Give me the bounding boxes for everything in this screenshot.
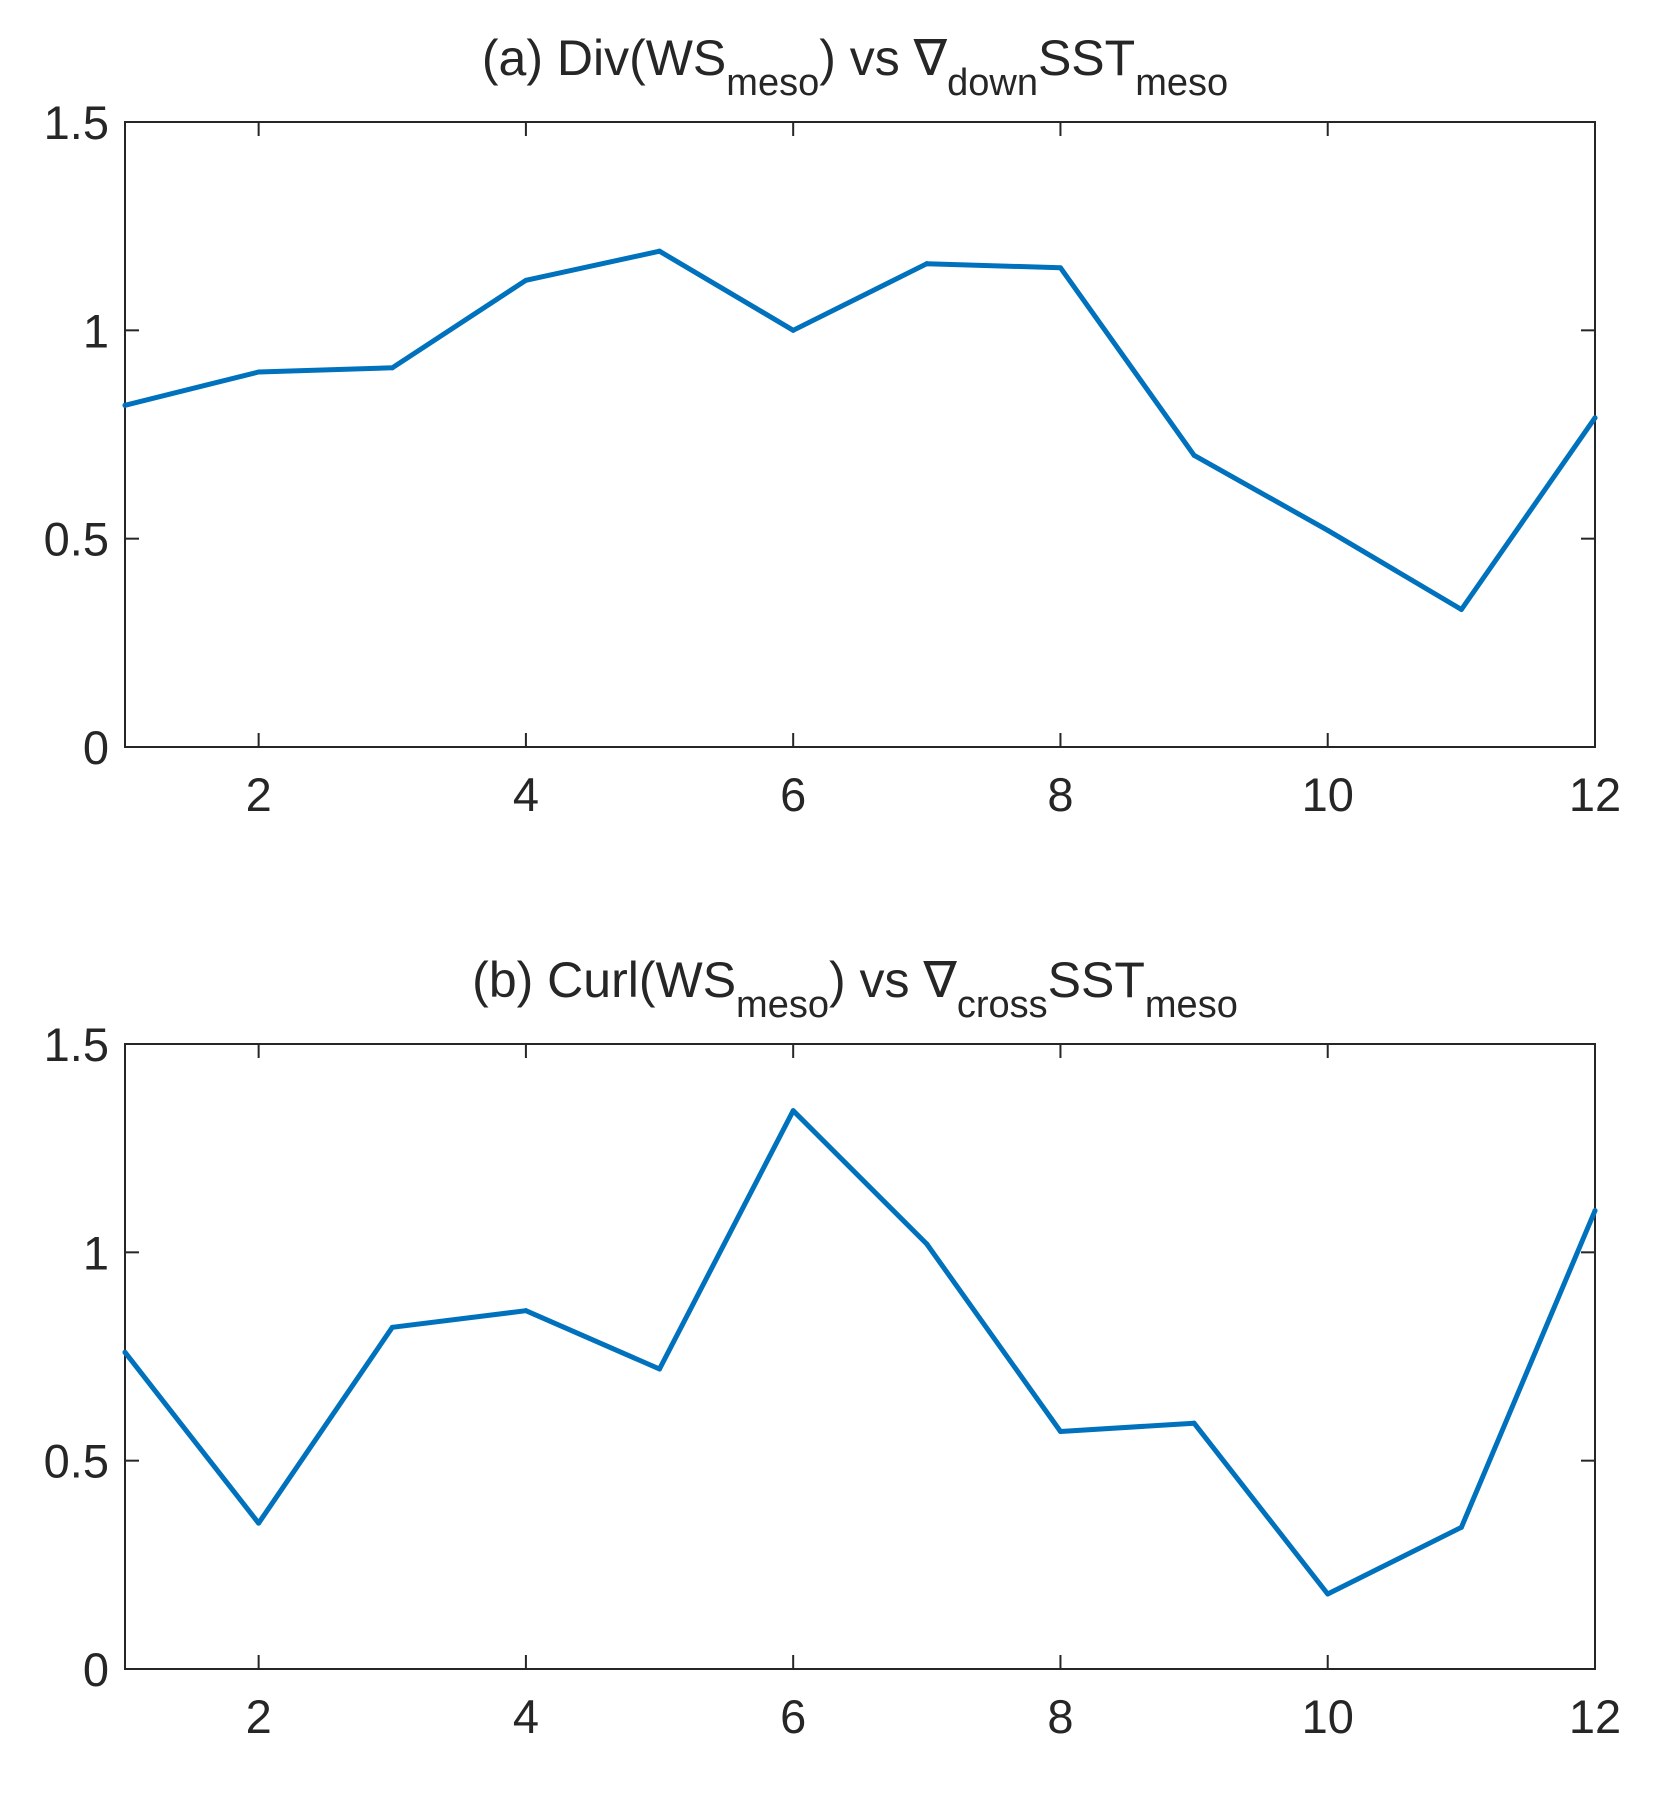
data-point xyxy=(790,1108,796,1114)
data-point xyxy=(523,1308,529,1314)
data-point xyxy=(1458,1524,1464,1530)
data-point xyxy=(523,277,529,283)
data-point xyxy=(256,369,262,375)
data-point xyxy=(1191,1420,1197,1426)
x-tick-label: 8 xyxy=(1047,768,1073,821)
data-point xyxy=(924,261,930,267)
panel-b-points xyxy=(122,1108,1598,1597)
panel-a-axes-box xyxy=(124,121,1596,748)
data-point xyxy=(657,248,663,254)
data-point xyxy=(790,327,796,333)
data-point xyxy=(256,1520,262,1526)
data-point xyxy=(122,1349,128,1355)
data-point xyxy=(657,1366,663,1372)
data-point xyxy=(1592,1208,1598,1214)
panel-b-ticks: 2 4 6 8 10 12 0 0.5 1 1.5 xyxy=(44,1018,1621,1743)
panel-a-title: (a) Div(WSmeso) vs ∇downSSTmeso xyxy=(482,30,1228,104)
y-tick-label: 0.5 xyxy=(44,1435,109,1488)
x-tick-label: 6 xyxy=(780,768,806,821)
data-point xyxy=(1325,527,1331,533)
x-tick-label: 4 xyxy=(513,1690,539,1743)
y-tick-label: 0.5 xyxy=(44,513,109,566)
x-tick-label: 6 xyxy=(780,1690,806,1743)
data-point xyxy=(389,365,395,371)
data-point xyxy=(1325,1591,1331,1597)
panel-b-title: (b) Curl(WSmeso) vs ∇crossSSTmeso xyxy=(472,952,1238,1026)
data-point xyxy=(1057,265,1063,271)
data-point xyxy=(389,1324,395,1330)
y-tick-label: 1 xyxy=(83,304,109,357)
y-tick-label: 1.5 xyxy=(44,96,109,149)
data-point xyxy=(1458,607,1464,612)
data-point xyxy=(122,402,128,408)
panel-b: (b) Curl(WSmeso) vs ∇crossSSTmeso 2 4 6 8 10… xyxy=(44,952,1621,1743)
data-point xyxy=(924,1241,930,1247)
x-tick-label: 8 xyxy=(1047,1690,1073,1743)
panel-b-axes-box xyxy=(124,1043,1596,1670)
panel-a-points xyxy=(122,248,1598,612)
data-point xyxy=(1057,1429,1063,1434)
x-tick-label: 2 xyxy=(246,768,272,821)
panel-a-series-line xyxy=(122,248,1598,612)
y-tick-label: 1 xyxy=(83,1226,109,1279)
x-tick-label: 12 xyxy=(1569,768,1621,821)
panel-a: (a) Div(WSmeso) vs ∇downSSTmeso 2 4 6 8 10 12… xyxy=(44,30,1621,821)
y-tick-label: 0 xyxy=(83,721,109,774)
x-tick-label: 10 xyxy=(1302,768,1354,821)
panel-a-ticks: 2 4 6 8 10 12 0 0.5 1 1.5 xyxy=(44,96,1621,821)
x-tick-label: 10 xyxy=(1302,1690,1354,1743)
y-tick-label: 0 xyxy=(83,1643,109,1696)
x-tick-label: 4 xyxy=(513,768,539,821)
panel-b-series-line xyxy=(122,1108,1598,1597)
x-tick-label: 12 xyxy=(1569,1690,1621,1743)
data-point xyxy=(1191,452,1197,458)
x-tick-label: 2 xyxy=(246,1690,272,1743)
data-point xyxy=(1592,415,1598,421)
y-tick-label: 1.5 xyxy=(44,1018,109,1071)
